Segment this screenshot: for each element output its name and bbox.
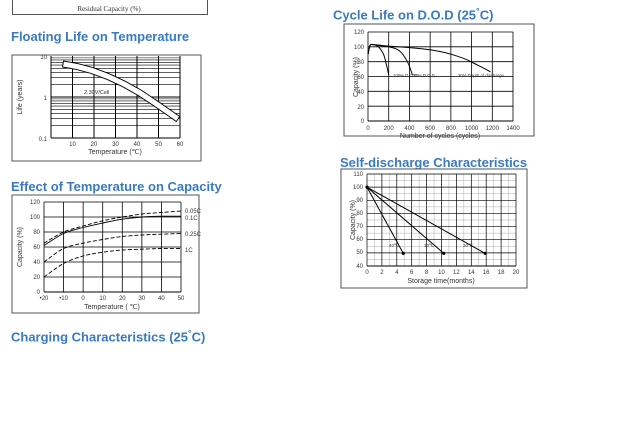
svg-text:Storage time(months): Storage time(months)	[407, 278, 474, 285]
svg-text:100: 100	[353, 185, 364, 191]
svg-text:80: 80	[356, 211, 363, 217]
svg-text:90: 90	[356, 198, 363, 204]
svg-text:30℃: 30℃	[424, 243, 435, 248]
svg-text:40: 40	[356, 264, 363, 270]
svg-text:Capacity (%): Capacity (%)	[350, 200, 357, 240]
svg-text:40℃: 40℃	[389, 243, 400, 248]
svg-text:20: 20	[513, 270, 520, 276]
svg-text:16: 16	[483, 270, 490, 276]
svg-text:60: 60	[356, 237, 363, 243]
svg-text:20℃: 20℃	[463, 243, 474, 248]
svg-text:110: 110	[353, 172, 363, 178]
svg-text:18: 18	[498, 270, 505, 276]
svg-text:50: 50	[356, 250, 363, 256]
svg-text:10: 10	[438, 270, 445, 276]
svg-text:14: 14	[468, 270, 475, 276]
svg-text:70: 70	[356, 224, 363, 230]
svg-text:12: 12	[453, 270, 460, 276]
